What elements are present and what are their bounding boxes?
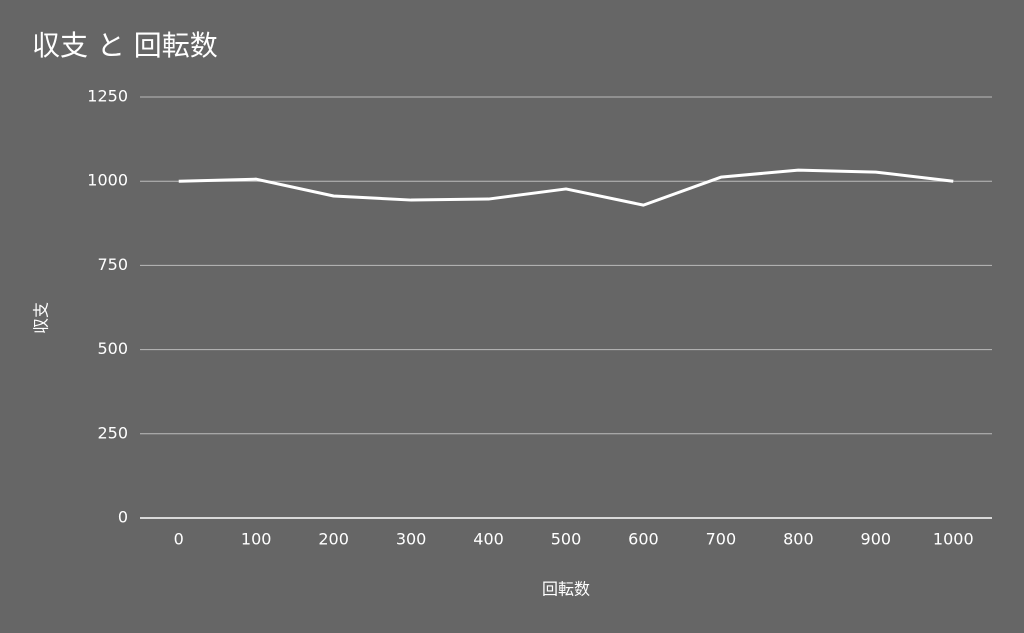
x-tick-label: 300 — [396, 530, 427, 549]
chart-title: 収支 と 回転数 — [32, 29, 218, 62]
data-line — [178, 168, 954, 207]
y-tick-label: 1000 — [87, 171, 128, 190]
x-tick-label: 900 — [861, 530, 892, 549]
y-tick-label: 500 — [97, 339, 128, 358]
y-tick-label: 0 — [118, 508, 128, 527]
x-tick-label: 0 — [174, 530, 184, 549]
x-tick-label: 500 — [551, 530, 582, 549]
x-tick-label: 600 — [628, 530, 659, 549]
x-tick-label: 100 — [241, 530, 272, 549]
y-tick-label: 1250 — [87, 87, 128, 106]
x-tick-label: 1000 — [933, 530, 974, 549]
x-tick-label: 800 — [783, 530, 814, 549]
y-tick-label: 750 — [97, 255, 128, 274]
x-tick-label: 200 — [318, 530, 349, 549]
x-tick-label: 400 — [473, 530, 504, 549]
x-tick-label: 700 — [706, 530, 737, 549]
x-axis-label: 回転数 — [542, 580, 590, 599]
y-axis-label: 収支 — [32, 302, 51, 334]
y-tick-label: 250 — [97, 423, 128, 442]
